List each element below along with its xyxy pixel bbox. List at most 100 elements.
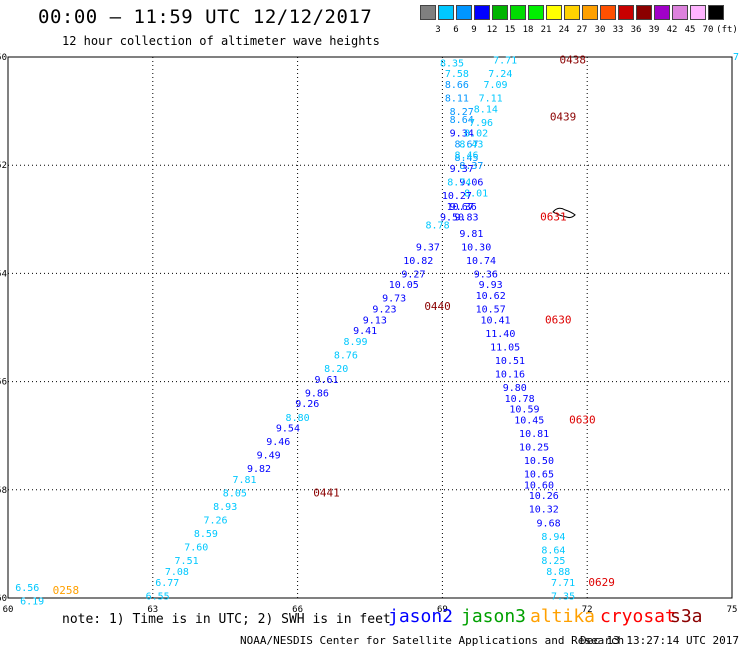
wave-height-value: 9.50 <box>440 213 464 224</box>
track-time-label: 0258 <box>53 584 80 597</box>
wave-height-value: 8.78 <box>426 221 450 232</box>
scale-label: 33 <box>612 25 624 35</box>
scale-swatch <box>672 5 688 20</box>
wave-height-value: 8.37 <box>459 161 483 172</box>
wave-height-value: 8.11 <box>445 94 469 105</box>
scale-swatch <box>510 5 526 20</box>
wave-height-value: 8.64 <box>541 545 565 556</box>
wave-height-value: 9.13 <box>363 315 387 326</box>
wave-height-value: 7.81 <box>232 475 256 486</box>
wave-height-value: 8.88 <box>546 567 570 578</box>
wave-height-value: 7.24 <box>488 69 512 80</box>
wave-height-value: 9.23 <box>372 305 396 316</box>
track-time-label: 0630 <box>569 413 596 426</box>
wave-height-value: 8.20 <box>324 364 348 375</box>
satellite-legend-jason2: jason2 <box>388 606 454 627</box>
wave-height-value: 9.34 <box>450 129 474 140</box>
scale-label: 18 <box>522 25 534 35</box>
wave-height-value: 9.27 <box>401 269 425 280</box>
wave-height-value: 6.56 <box>15 583 39 594</box>
scale-swatch <box>474 5 490 20</box>
wave-height-value: 8.05 <box>223 489 247 500</box>
wave-height-value: 9.81 <box>459 229 483 240</box>
longitude-tick-label: 63 <box>147 605 158 615</box>
wave-height-value: 7.11 <box>479 94 503 105</box>
wave-height-value: 8.76 <box>334 351 358 362</box>
wave-height-value: 9.26 <box>295 399 319 410</box>
wave-height-value: 9.37 <box>450 164 474 175</box>
wave-height-value: 8.14 <box>474 104 498 115</box>
track-time-label: 0439 <box>550 111 577 124</box>
track-time-label: 0440 <box>424 300 451 313</box>
wave-height-value: 8.66 <box>445 80 469 91</box>
wave-height-value: 10.81 <box>519 429 549 440</box>
wave-height-value: 8.64 <box>450 115 474 126</box>
wave-height-value: 10.05 <box>389 280 419 291</box>
wave-height-value: 6.77 <box>155 578 179 589</box>
wave-height-value: 8.25 <box>541 556 565 567</box>
scale-label: 24 <box>558 25 570 35</box>
wave-height-value: 7.60 <box>184 543 208 554</box>
scale-label: 70 <box>702 25 714 35</box>
latitude-tick-label: -50 <box>0 53 7 63</box>
longitude-tick-label: 60 <box>3 605 14 615</box>
credit-text: NOAA/NESDIS Center for Satellite Applica… <box>240 634 625 647</box>
track-time-label: 0629 <box>588 576 615 589</box>
wave-height-value: 9.82 <box>247 464 271 475</box>
wave-height-value: 8.93 <box>213 502 237 513</box>
scale-swatch <box>456 5 472 20</box>
satellite-legend-altika: altika <box>530 606 596 627</box>
wave-height-value: 7.71 <box>493 56 517 67</box>
scale-label: 30 <box>594 25 606 35</box>
scale-swatch <box>600 5 616 20</box>
wave-height-value: 9.46 <box>266 437 290 448</box>
track-time-label: 0441 <box>313 487 340 500</box>
track-time-label: 0631 <box>540 211 567 224</box>
wave-height-value: 10.62 <box>476 291 506 302</box>
wave-height-value: 8.01 <box>464 188 488 199</box>
wave-height-value: 7.35 <box>551 591 575 602</box>
scale-swatch <box>564 5 580 20</box>
wave-height-value: 9.73 <box>382 294 406 305</box>
corner-value-label: 7. <box>733 52 740 63</box>
wave-height-value: 8.99 <box>343 337 367 348</box>
scale-swatch <box>618 5 634 20</box>
scale-swatch <box>492 5 508 20</box>
map-frame <box>7 56 733 599</box>
units-note: note: 1) Time is in UTC; 2) SWH is in fe… <box>62 612 391 627</box>
wave-height-value: 11.40 <box>485 329 515 340</box>
longitude-tick-label: 75 <box>727 605 738 615</box>
wave-height-value: 10.41 <box>480 315 510 326</box>
wave-height-value: 9.83 <box>454 213 478 224</box>
scale-label: 3 <box>435 25 441 35</box>
scale-label: 21 <box>540 25 552 35</box>
wave-height-value: 7.08 <box>165 567 189 578</box>
scale-label: 15 <box>504 25 516 35</box>
wave-height-value: 7.26 <box>203 516 227 527</box>
scale-swatch <box>528 5 544 20</box>
wave-height-value: 7.09 <box>483 80 507 91</box>
track-time-label: 0438 <box>559 54 586 67</box>
wave-height-value: 8.46 <box>454 150 478 161</box>
wave-height-value: 10.65 <box>524 470 554 481</box>
wave-height-value: 10.51 <box>495 356 525 367</box>
track-time-label: 0630 <box>545 313 572 326</box>
wave-height-value: 10.16 <box>495 369 525 380</box>
wave-height-value: 9.68 <box>537 518 561 529</box>
wave-height-value: 10.82 <box>403 256 433 267</box>
wave-height-value: 9.54 <box>276 424 300 435</box>
wave-height-value: 8.02 <box>464 129 488 140</box>
wave-height-value: 10.45 <box>514 415 544 426</box>
wave-height-value: 9.67 <box>450 202 474 213</box>
wave-height-value: 7.71 <box>551 578 575 589</box>
wave-height-value: 9.80 <box>503 383 527 394</box>
satellite-legend-s3a: s3a <box>670 606 703 627</box>
wave-height-value: 8.35 <box>440 58 464 69</box>
wave-height-value: 10.27 <box>442 191 472 202</box>
scale-label: 27 <box>576 25 588 35</box>
wave-height-value: 10.30 <box>461 242 491 253</box>
wave-height-value: 11.05 <box>490 342 520 353</box>
longitude-tick-label: 66 <box>292 605 303 615</box>
longitude-tick-label: 69 <box>437 605 448 615</box>
